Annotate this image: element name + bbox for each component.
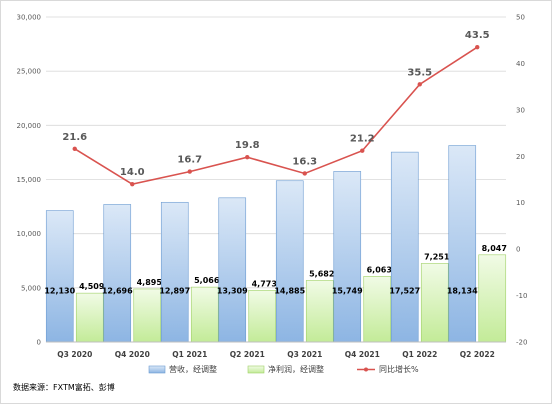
revenue-bar-label: 17,527: [389, 286, 420, 295]
growth-point-label: 16.3: [292, 156, 317, 167]
net-profit-bar: [363, 276, 392, 343]
legend-net-profit-swatch: [247, 365, 265, 374]
revenue-bar: [45, 210, 74, 343]
legend-revenue-swatch: [148, 365, 166, 374]
net-profit-bar: [190, 286, 219, 343]
revenue-bar-label: 18,134: [447, 286, 478, 295]
revenue-bar: [160, 201, 189, 343]
y-left-tick-label: 20,000: [17, 122, 42, 130]
growth-line-path: [74, 46, 478, 185]
revenue-bar-label: 12,696: [102, 286, 133, 295]
y-left-tick-label: 10,000: [17, 230, 42, 238]
legend-revenue-label: 营收，经调整: [169, 364, 217, 374]
y-left-tick-label: 25,000: [17, 68, 42, 76]
revenue-bar-label: 15,749: [332, 286, 363, 295]
x-tick-label: Q1 2021: [172, 350, 207, 359]
growth-point: [360, 148, 365, 153]
growth-point-label: 16.7: [177, 155, 202, 166]
growth-point: [475, 44, 480, 50]
growth-point: [130, 181, 135, 187]
legend-net-profit-label: 净利润，经调整: [268, 364, 324, 374]
revenue-bar: [103, 204, 132, 343]
net-profit-bar-label: 5,682: [309, 269, 334, 278]
growth-point: [187, 169, 192, 174]
growth-line: 21.6 14.0 16.7 19.8 16.3 21.2 35.5 43.5: [62, 30, 490, 187]
y-left-tick-label: 0: [37, 339, 41, 347]
revenue-bar: [275, 180, 304, 343]
y-left-tick-label: 5,000: [21, 284, 41, 292]
net-profit-bar-label: 4,509: [79, 282, 105, 291]
x-tick-label: Q3 2021: [287, 350, 322, 359]
x-tick-label: Q2 2021: [230, 350, 265, 359]
revenue-bar: [448, 145, 477, 343]
growth-point: [245, 155, 250, 160]
net-profit-bar: [133, 288, 162, 343]
net-profit-bar: [248, 289, 277, 343]
x-tick-label: Q3 2020: [57, 350, 92, 359]
y-right-tick-label: 40: [516, 60, 525, 68]
y-right-tick-label: 10: [516, 199, 525, 207]
net-profit-bar-label: 6,063: [367, 265, 392, 274]
net-profit-bar-label: 8,047: [482, 244, 507, 253]
y-right-tick-label: 30: [516, 106, 525, 114]
revenue-bar-label: 14,885: [274, 286, 305, 295]
y-right-tick-label: 0: [516, 246, 520, 254]
growth-point-label: 21.2: [350, 134, 375, 145]
net-profit-bar-label: 4,895: [137, 278, 163, 287]
x-tick-label: Q1 2022: [402, 350, 437, 359]
growth-point: [417, 82, 422, 87]
legend-growth-marker: [364, 367, 368, 372]
growth-point: [72, 146, 77, 152]
growth-point-label: 43.5: [465, 30, 490, 41]
net-profit-bar: [75, 292, 104, 343]
axes: 0 5,000 10,000 15,000 20,000 25,000 30,000 -20 -…: [17, 14, 528, 360]
revenue-bar-label: 13,309: [217, 286, 248, 295]
y-left-tick-label: 30,000: [17, 14, 42, 22]
net-profit-bar-label: 7,251: [424, 252, 450, 261]
net-profit-bar: [478, 254, 507, 343]
y-right-tick-label: 50: [516, 14, 525, 22]
net-profit-bar-label: 4,773: [252, 279, 277, 288]
growth-point-label: 14.0: [120, 167, 145, 178]
y-right-tick-label: 20: [516, 153, 525, 161]
legend-growth-label: 同比增长%: [379, 364, 419, 374]
y-right-tick-label: -10: [516, 292, 527, 300]
revenue-bar: [333, 171, 362, 343]
growth-point-label: 35.5: [407, 67, 432, 78]
net-profit-bar-label: 5,066: [194, 276, 220, 285]
x-tick-label: Q4 2021: [345, 350, 380, 359]
growth-point-label: 21.6: [62, 132, 87, 143]
y-right-tick-label: -20: [516, 339, 527, 347]
revenue-bar-label: 12,130: [44, 286, 75, 295]
y-left-tick-label: 15,000: [17, 176, 42, 184]
net-profit-bar: [420, 263, 449, 343]
legend: 营收，经调整 净利润，经调整 同比增长%: [148, 364, 419, 374]
net-profit-bar: [305, 280, 334, 343]
x-tick-label: Q4 2020: [115, 350, 150, 359]
growth-point-label: 19.8: [235, 140, 260, 151]
revenue-bar: [390, 151, 419, 343]
x-tick-label: Q2 2022: [460, 350, 495, 359]
revenue-bar: [218, 197, 247, 343]
revenue-bar-label: 12,897: [159, 286, 190, 295]
source-note: 数据来源：FXTM富拓、彭博: [13, 382, 115, 392]
growth-point: [302, 171, 307, 176]
